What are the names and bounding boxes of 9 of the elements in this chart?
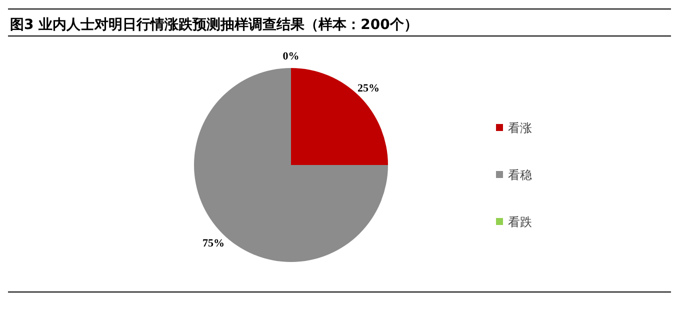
legend-label: 看涨 [508,121,532,135]
chart-title: 图3 业内人士对明日行情涨跌预测抽样调查结果（样本：200个） [10,17,418,33]
data-label: 75% [202,238,224,250]
legend-label: 看稳 [508,168,532,182]
text: 0% [282,50,300,62]
data-label: 25% [358,82,380,94]
pie-slice [194,68,388,262]
pie-slice [291,68,388,165]
legend-label: 看跌 [508,215,532,229]
